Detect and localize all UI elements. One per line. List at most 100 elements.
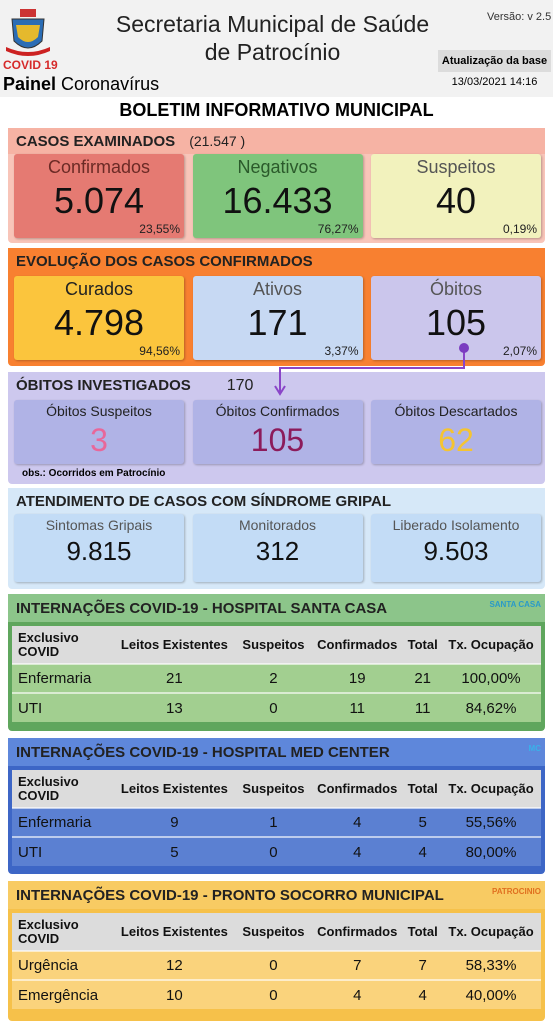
table-cell: 0 (236, 692, 311, 722)
card-label: Liberado Isolamento (392, 517, 520, 533)
card-value: 4.798 (53, 302, 145, 343)
table-cell: 4 (310, 836, 405, 866)
panel-subtitle: Coronavírus (61, 74, 160, 94)
section-title: ATENDIMENTO DE CASOS COM SÍNDROME GRIPAL (8, 488, 545, 514)
hospital-title: INTERNAÇÕES COVID-19 - HOSPITAL SANTA CA… (8, 594, 545, 622)
section: ATENDIMENTO DE CASOS COM SÍNDROME GRIPAL… (8, 488, 545, 589)
hospital-logo: SANTA CASA (489, 600, 541, 609)
card-label: Monitorados (238, 517, 317, 533)
table-cell: 55,56% (441, 807, 541, 837)
section-total: 170 (226, 377, 254, 394)
card-label: Óbitos Descartados (394, 403, 518, 419)
occupancy-table: Exclusivo COVID Leitos Existentes Suspeito… (12, 626, 541, 722)
table-cell: 1 (236, 807, 311, 837)
card: Liberado Isolamento 9.503 (371, 514, 541, 582)
column-header: Tx. Ocupação (441, 770, 541, 808)
table-cell: 80,00% (441, 836, 541, 866)
table-cell: 11 (404, 692, 442, 722)
card-value: 5.074 (53, 180, 145, 221)
section: CASOS EXAMINADOS (21.547 ) Confirmados 5.07… (8, 128, 545, 243)
card-percent: 0,19% (502, 222, 537, 236)
note: obs.: Ocorridos em Patrocínio (22, 468, 166, 479)
card-value: 62 (438, 422, 474, 458)
table-row: UTI 13 0 11 11 84,62% (12, 692, 541, 722)
card-value: 9.815 (66, 536, 132, 566)
table-cell: UTI (12, 692, 112, 722)
column-header: Tx. Ocupação (441, 913, 541, 951)
header-row: Exclusivo COVID Leitos Existentes Suspeito… (12, 626, 541, 664)
card-percent: 3,37% (324, 344, 359, 358)
column-header: Exclusivo COVID (12, 626, 112, 664)
card: Curados 4.798 94,56% (14, 276, 184, 360)
table-cell: Enfermaria (12, 663, 112, 693)
table-cell: 21 (404, 663, 442, 693)
update-label: Atualização da base (438, 50, 551, 72)
column-header: Exclusivo COVID (12, 913, 112, 951)
table-cell: 2 (236, 663, 311, 693)
table-row: Enfermaria 9 1 4 5 55,56% (12, 807, 541, 837)
card-percent: 76,27% (317, 222, 359, 236)
table-cell: 10 (112, 979, 237, 1009)
column-header: Tx. Ocupação (441, 626, 541, 664)
card: Confirmados 5.074 23,55% (14, 154, 184, 238)
section-title-text: ÓBITOS INVESTIGADOS (16, 377, 191, 394)
table-cell: 11 (310, 692, 405, 722)
table-cell: Emergência (12, 979, 112, 1009)
table-cell: 40,00% (441, 979, 541, 1009)
column-header: Leitos Existentes (112, 626, 237, 664)
card-label: Sintomas Gripais (45, 517, 153, 533)
table-cell: Urgência (12, 950, 112, 980)
column-header: Leitos Existentes (112, 770, 237, 808)
column-header: Total (404, 770, 442, 808)
card: Negativos 16.433 76,27% (192, 154, 363, 238)
table-cell: 13 (112, 692, 237, 722)
section-title: CASOS EXAMINADOS (21.547 ) (8, 128, 545, 154)
column-header: Suspeitos (236, 770, 311, 808)
section-title: ÓBITOS INVESTIGADOS 170 (8, 372, 545, 398)
column-header: Exclusivo COVID (12, 770, 112, 808)
section-title-text: ATENDIMENTO DE CASOS COM SÍNDROME GRIPAL (16, 493, 392, 510)
card-label: Negativos (237, 157, 318, 177)
column-header: Confirmados (310, 913, 405, 951)
card-value: 3 (90, 422, 108, 458)
bulletin-title: BOLETIM INFORMATIVO MUNICIPAL (119, 100, 434, 120)
section-title-text: CASOS EXAMINADOS (16, 133, 176, 150)
column-header: Suspeitos (236, 913, 311, 951)
card: Sintomas Gripais 9.815 (14, 514, 184, 582)
table-row: Emergência 10 0 4 4 40,00% (12, 979, 541, 1009)
header-row: Exclusivo COVID Leitos Existentes Suspeito… (12, 913, 541, 951)
header-row: Exclusivo COVID Leitos Existentes Suspeito… (12, 770, 541, 808)
table-row: Urgência 12 0 7 7 58,33% (12, 950, 541, 980)
card-value: 105 (425, 302, 487, 343)
table-cell: 21 (112, 663, 237, 693)
card-percent: 2,07% (502, 344, 537, 358)
table-cell: 4 (404, 979, 442, 1009)
table-cell: 0 (236, 836, 311, 866)
hospital-section: INTERNAÇÕES COVID-19 - HOSPITAL MED CENT… (8, 738, 545, 874)
section-total: (21.547 ) (189, 133, 246, 149)
panel: Painel (3, 74, 57, 94)
hospital-title: INTERNAÇÕES COVID-19 - HOSPITAL MED CENT… (8, 738, 545, 766)
table-cell: 84,62% (441, 692, 541, 722)
card: Monitorados 312 (192, 514, 363, 582)
hospital-section: INTERNAÇÕES COVID-19 - PRONTO SOCORRO MU… (8, 881, 545, 1021)
table-cell: 58,33% (441, 950, 541, 980)
column-header: Leitos Existentes (112, 913, 237, 951)
table-cell: 5 (404, 807, 442, 837)
header-title: Secretaria Municipal de Saúde de Patrocí… (115, 11, 430, 65)
hospital-logo: MC (528, 744, 541, 753)
card-label: Suspeitos (416, 157, 496, 177)
table-cell: 5 (112, 836, 237, 866)
card: Ativos 171 3,37% (192, 276, 363, 360)
occupancy-table: Exclusivo COVID Leitos Existentes Suspeito… (12, 913, 541, 1009)
card-value: 40 (435, 180, 477, 221)
version: Versão: v 2.5 (487, 11, 552, 23)
card-label: Ativos (252, 279, 303, 299)
table-cell: 4 (310, 979, 405, 1009)
card-label: Curados (64, 279, 134, 299)
card-value: 16.433 (222, 180, 333, 221)
table-cell: 100,00% (441, 663, 541, 693)
card-percent: 23,55% (139, 222, 180, 236)
card: Suspeitos 40 0,19% (371, 154, 541, 238)
